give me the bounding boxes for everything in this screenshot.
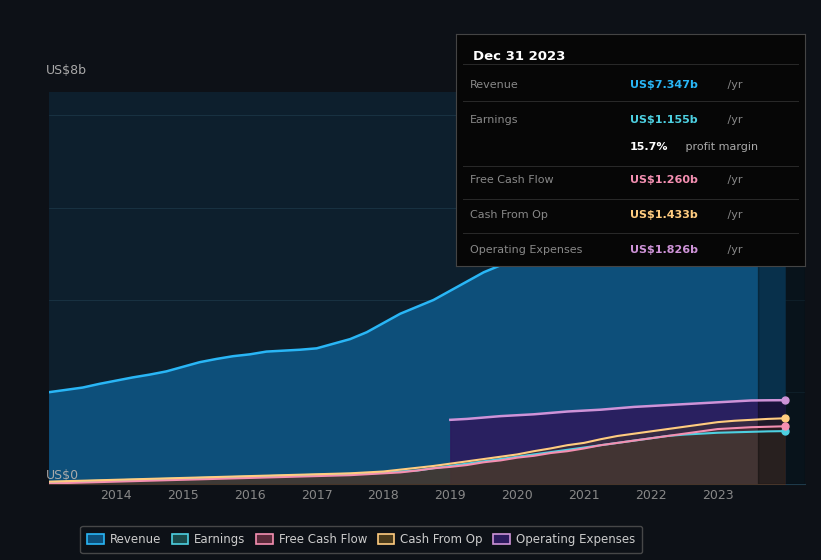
Text: Earnings: Earnings [470, 115, 518, 124]
Text: US$1.260b: US$1.260b [631, 175, 698, 185]
Text: /yr: /yr [724, 115, 743, 124]
Text: 15.7%: 15.7% [631, 142, 668, 152]
Text: /yr: /yr [724, 245, 743, 255]
Text: US$1.155b: US$1.155b [631, 115, 698, 124]
Text: US$1.826b: US$1.826b [631, 245, 698, 255]
Text: /yr: /yr [724, 175, 743, 185]
Text: /yr: /yr [724, 80, 743, 90]
Text: US$7.347b: US$7.347b [631, 80, 698, 90]
Text: /yr: /yr [724, 210, 743, 220]
Text: Cash From Op: Cash From Op [470, 210, 548, 220]
Bar [758, 92, 805, 484]
Legend: Revenue, Earnings, Free Cash Flow, Cash From Op, Operating Expenses: Revenue, Earnings, Free Cash Flow, Cash … [80, 526, 642, 553]
Text: US$1.433b: US$1.433b [631, 210, 698, 220]
Text: Free Cash Flow: Free Cash Flow [470, 175, 553, 185]
Text: Operating Expenses: Operating Expenses [470, 245, 582, 255]
Text: US$0: US$0 [45, 469, 79, 482]
Text: US$8b: US$8b [45, 64, 86, 77]
Text: Revenue: Revenue [470, 80, 518, 90]
Text: Dec 31 2023: Dec 31 2023 [473, 50, 566, 63]
Text: profit margin: profit margin [682, 142, 759, 152]
